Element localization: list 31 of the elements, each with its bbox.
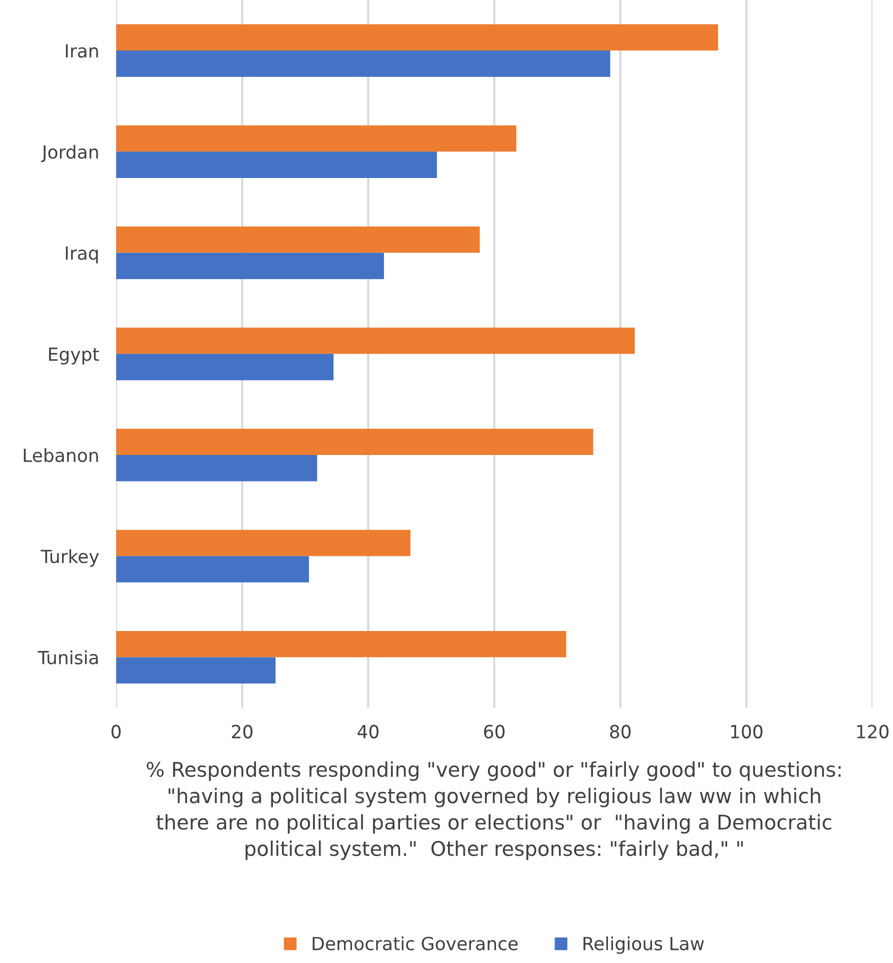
bar xyxy=(116,428,594,456)
y-tick-label: Tunisia xyxy=(38,650,98,664)
y-tick-label: Jordan xyxy=(41,144,98,162)
bar xyxy=(116,152,437,178)
bar xyxy=(116,354,334,380)
bar xyxy=(116,50,610,77)
bar xyxy=(116,328,635,354)
y-tick-label: Egypt xyxy=(49,348,99,365)
bar xyxy=(116,226,480,253)
x-axis-title: % Respondents responding "very good" or "fairly good" to questions: "having a political system governed by religious law ww in which there are no political parties or elections" or "having a Democratic political system." Other responses: "fairly bad," " xyxy=(146,761,841,860)
bar xyxy=(116,125,516,152)
y-tick-label: Lebanon xyxy=(24,448,98,462)
bar xyxy=(116,252,384,280)
x-tick-label: 20 xyxy=(232,724,252,738)
y-tick-label: Turkey xyxy=(40,549,99,567)
x-tick-label: 60 xyxy=(484,724,505,738)
bar xyxy=(116,556,309,582)
y-tick-label: Iraq xyxy=(66,246,98,264)
legend-label: Religious Law xyxy=(584,936,704,954)
bar xyxy=(116,530,410,556)
bar xyxy=(116,455,318,482)
x-tick-label: 120 xyxy=(857,724,888,738)
bar xyxy=(116,657,276,684)
legend-label: Democratic Goverance xyxy=(312,936,518,950)
y-tick-label: Iran xyxy=(66,44,98,58)
bar xyxy=(116,24,718,51)
x-tick-label: 80 xyxy=(610,724,631,738)
x-tick-label: 0 xyxy=(112,724,121,738)
bar xyxy=(116,630,566,658)
x-tick-label: 40 xyxy=(358,724,378,738)
x-tick-label: 100 xyxy=(731,724,762,738)
